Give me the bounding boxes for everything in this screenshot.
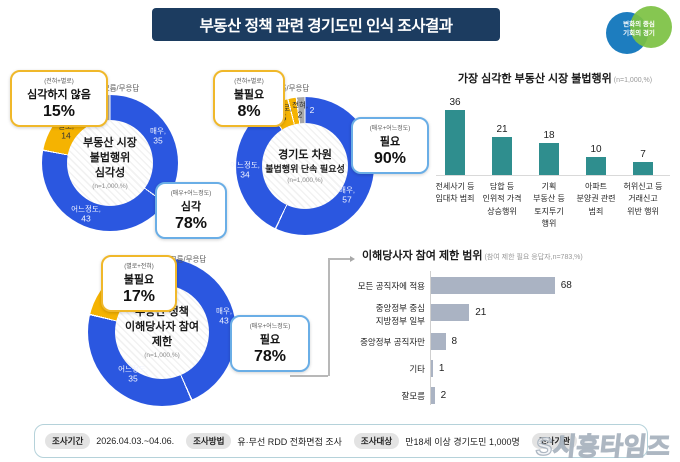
bar — [431, 360, 433, 377]
bar-value: 7 — [640, 149, 646, 161]
info-badge: 조사방법 — [186, 433, 232, 449]
segment-label: 어느정도 35 — [118, 364, 148, 383]
callout-negative: (전혀+별로) 심각하지 않음 15% — [10, 70, 108, 127]
donut-title-line: 제한 — [151, 335, 173, 348]
bar-category: 담합 등 인위적 가격 상승행위 — [482, 182, 522, 216]
bar — [539, 142, 559, 175]
bar — [431, 387, 435, 404]
hbar-row: 21 — [431, 304, 486, 321]
segment-label-outside: 모름/무응답 — [102, 83, 140, 93]
callout-negative: (별로+전혀) 불필요 17% — [101, 255, 177, 312]
segment-label: 어느정도 43 — [71, 204, 101, 223]
bar-chart-title: 가장 심각한 부동산 시장 불법행위 (n=1,000,%) — [457, 73, 653, 85]
segment-label: 전혀 2 — [292, 100, 308, 119]
bar-value: 10 — [590, 144, 602, 155]
hbar-category: 모든 공직자에 적용 — [357, 281, 425, 291]
callout-negative: (전혀+별로) 불필요 8% — [213, 70, 285, 127]
callout-positive: (매우+어느정도) 필요 90% — [351, 117, 429, 174]
segment-label-outside: 모름/무응답 — [169, 254, 207, 264]
bar-value: 8 — [451, 336, 458, 347]
bar-category: 아파트 분양권 관련 범죄 — [576, 182, 616, 216]
logo-green-circle — [630, 6, 672, 48]
sample-size-label: (참여 제한 필요 응답자,n=783,%) — [484, 254, 583, 261]
hbar-row: 2 — [431, 387, 446, 404]
bar — [431, 304, 470, 321]
bar-column: 21 — [478, 124, 526, 175]
bar-value: 68 — [560, 280, 572, 291]
bar — [431, 333, 446, 350]
sample-size-label: (n=1,000,%) — [287, 176, 323, 184]
logo-text: 변화의 중심 기회의 경기 — [623, 21, 655, 38]
hbar-category: 잘모름 — [401, 391, 425, 401]
connector-line — [290, 375, 328, 377]
bar-value: 21 — [475, 307, 487, 318]
bar-column: 18 — [525, 130, 573, 175]
survey-info-item: 조사방법 유·무선 RDD 전화면접 조사 — [186, 433, 342, 449]
page-title: 부동산 정책 관련 경기도민 인식 조사결과 — [152, 8, 500, 41]
donut-severity-center: 부동산 시장 불법행위 심각성 (n=1,000,%) — [67, 120, 153, 206]
bar-value: 18 — [543, 129, 555, 141]
bar — [492, 137, 512, 175]
bar-value: 36 — [449, 97, 461, 109]
hbar-category: 중앙정부 중심 지방정부 일부 — [375, 303, 425, 326]
bar — [431, 277, 555, 294]
sample-size-label: (n=1,000,%) — [92, 182, 128, 190]
sample-size-label: (n=1,000,%) — [613, 77, 653, 84]
info-value: 만18세 이상 경기도민 1,000명 — [405, 436, 520, 447]
segment-label: 매우 43 — [216, 306, 232, 325]
survey-info-item: 조사기간 2026.04.03.~04.06. — [45, 433, 174, 449]
bar-category: 허위신고 등 거래신고 위반 행위 — [623, 182, 663, 216]
segment-label: 매우 57 — [339, 185, 355, 204]
info-value: 2026.04.03.~04.06. — [96, 436, 175, 446]
info-badge: 조사기관 — [531, 433, 578, 449]
info-badge: 조사대상 — [353, 433, 400, 449]
bar-value: 2 — [440, 390, 447, 401]
donut-title-line: 경기도 차원 — [278, 149, 332, 161]
hbar-axis-line — [430, 271, 431, 405]
hbar-chart-title: 이해당사자 참여 제한 범위 (참여 제한 필요 응답자,n=783,%) — [362, 250, 583, 262]
callout-positive: (매우+어느정도) 필요 78% — [230, 315, 310, 372]
hbar-category: 중앙정부 공직자만 — [360, 337, 425, 347]
segment-label: 매우 35 — [150, 126, 166, 145]
survey-info-item: 조사대상 만18세 이상 경기도민 1,000명 — [353, 433, 520, 449]
connector-line — [328, 258, 350, 260]
bar-chart-plot: 36 21 18 10 7 — [436, 95, 670, 176]
bar-value: 1 — [438, 363, 445, 374]
bar-category: 전세사기 등 임대차 범죄 — [435, 182, 475, 204]
bar-column: 7 — [619, 149, 667, 175]
bar-category: 기획 부동산 등 토지투기 행위 — [533, 182, 565, 229]
segment-value: 2 — [309, 104, 315, 115]
bar — [633, 162, 653, 175]
segment-label: 어느정도 34 — [230, 160, 260, 179]
bar-column: 36 — [431, 97, 479, 175]
gyeonggi-logo: 변화의 중심 기회의 경기 — [606, 4, 672, 54]
callout-positive: (매우+어느정도) 심각 78% — [155, 182, 227, 239]
donut-enforcement-center: 경기도 차원 불법행위 단속 필요성 (n=1,000,%) — [262, 123, 348, 209]
bar — [586, 157, 606, 175]
donut-title-line: 부동산 시장 — [83, 137, 137, 150]
bar-value: 21 — [496, 124, 508, 136]
connector-line — [328, 258, 330, 376]
bar — [445, 110, 465, 175]
survey-info-bar: 조사기간 2026.04.03.~04.06. 조사방법 유·무선 RDD 전화… — [34, 424, 648, 458]
survey-info-item: 조사기관 — [531, 433, 583, 449]
bar-column: 10 — [572, 144, 620, 175]
segment-label-outside: 모름/무응답 — [272, 83, 310, 93]
watermark: S시흥타임즈 — [534, 432, 673, 461]
donut-title-line: 심각성 — [94, 166, 126, 179]
page-title-text: 부동산 정책 관련 경기도민 인식 조사결과 — [199, 17, 453, 35]
hbar-row: 8 — [431, 333, 457, 350]
donut-title-line: 불법행위 — [89, 152, 131, 165]
info-value: 유·무선 RDD 전화면접 조사 — [237, 436, 342, 447]
arrow-right-icon — [350, 255, 355, 262]
donut-title-line: 이해당사자 참여 — [125, 321, 199, 334]
sample-size-label: (n=1,000,%) — [144, 351, 180, 359]
donut-title-line: 불법행위 단속 필요성 — [265, 163, 345, 174]
hbar-category: 기타 — [409, 364, 425, 374]
info-badge: 조사기간 — [45, 433, 91, 449]
hbar-row: 68 — [431, 277, 572, 294]
hbar-row: 1 — [431, 360, 444, 377]
